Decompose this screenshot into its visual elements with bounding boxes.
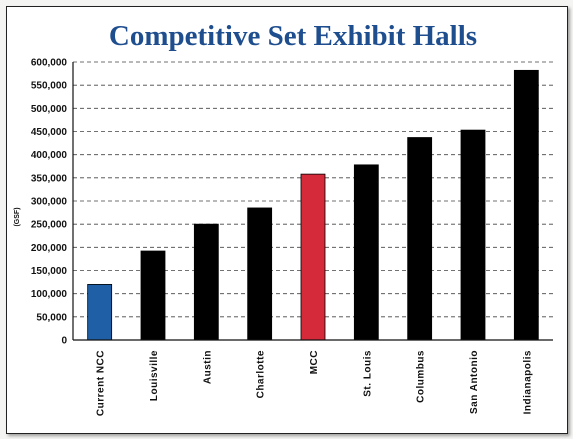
x-tick-label: Louisville [149, 350, 160, 401]
y-tick-label: 400,000 [31, 150, 68, 161]
y-tick-label: 50,000 [36, 312, 67, 323]
bar-indianapolis [513, 69, 539, 341]
y-tick-label: 100,000 [31, 289, 68, 300]
bar-current-ncc [87, 283, 113, 341]
bar-austin [193, 223, 219, 341]
bar-louisville [140, 250, 166, 341]
y-tick-label: 500,000 [31, 104, 68, 115]
y-tick-label: 550,000 [31, 81, 68, 92]
bar-mcc [300, 173, 326, 341]
y-tick-label: 200,000 [31, 243, 68, 254]
y-tick-label: 250,000 [31, 220, 68, 231]
x-tick-label: Indianapolis [522, 350, 533, 414]
x-tick-label: MCC [309, 350, 320, 374]
bar-charlotte [247, 207, 273, 341]
x-tick-label: Columbus [416, 350, 427, 403]
bars [87, 69, 539, 341]
y-tick-label: 150,000 [31, 266, 68, 277]
chart-title: Competitive Set Exhibit Halls [109, 20, 477, 52]
y-tick-labels: 0 50,000 100,000 150,000 200,000 250,000 300,0… [31, 58, 68, 347]
y-tick-label: 450,000 [31, 127, 68, 138]
y-tick-label: 350,000 [31, 173, 68, 184]
x-tick-label: Current NCC [96, 350, 107, 416]
bar-st-louis [353, 164, 379, 341]
y-tick-label: 300,000 [31, 197, 68, 208]
y-axis-label: (GSF) [14, 207, 21, 226]
x-tick-label: Charlotte [256, 350, 267, 398]
bar-chart: Competitive Set Exhibit Halls (GSF) 0 50,… [14, 20, 553, 416]
bar-san-antonio [460, 129, 486, 341]
bar-columbus [407, 137, 433, 341]
y-tick-label: 0 [61, 336, 67, 347]
chart-frame: Competitive Set Exhibit Halls (GSF) 0 50,… [6, 6, 568, 434]
x-tick-label: Austin [202, 350, 213, 384]
x-tick-label: San Antonio [469, 350, 480, 414]
x-tick-labels: Current NCC Louisville Austin Charlotte MCC S… [96, 350, 534, 416]
x-tick-label: St. Louis [362, 350, 373, 397]
y-tick-label: 600,000 [31, 58, 68, 69]
